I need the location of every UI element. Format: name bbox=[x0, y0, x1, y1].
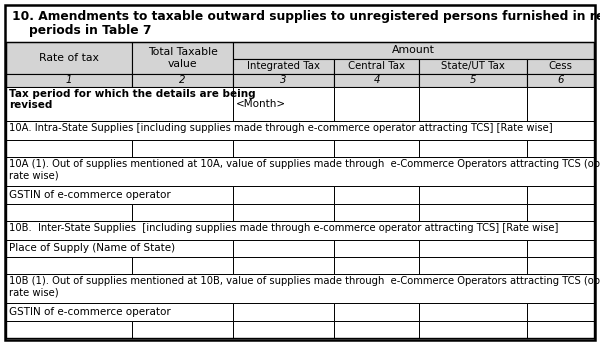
Bar bbox=[6, 304, 233, 321]
Text: 2: 2 bbox=[179, 75, 186, 85]
Bar bbox=[419, 240, 527, 257]
Text: 10. Amendments to taxable outward supplies to unregistered persons furnished in : 10. Amendments to taxable outward suppli… bbox=[12, 10, 600, 23]
Bar bbox=[6, 121, 594, 140]
Text: 10A. Intra-State Supplies [including supplies made through e-commerce operator a: 10A. Intra-State Supplies [including sup… bbox=[9, 124, 553, 134]
Bar bbox=[6, 240, 233, 257]
Bar bbox=[233, 204, 334, 221]
Text: 4: 4 bbox=[373, 75, 380, 85]
Bar bbox=[334, 140, 419, 157]
Bar bbox=[6, 321, 132, 338]
Text: GSTIN of e-commerce operator: GSTIN of e-commerce operator bbox=[9, 190, 171, 200]
Bar bbox=[527, 74, 594, 87]
Text: Place of Supply (Name of State): Place of Supply (Name of State) bbox=[9, 243, 175, 253]
Bar bbox=[233, 304, 334, 321]
Text: Central Tax: Central Tax bbox=[348, 61, 405, 71]
Text: State/UT Tax: State/UT Tax bbox=[442, 61, 505, 71]
Text: Total Taxable
value: Total Taxable value bbox=[148, 47, 218, 69]
Bar bbox=[527, 140, 594, 157]
Bar bbox=[233, 240, 334, 257]
Bar bbox=[233, 257, 334, 274]
Bar bbox=[6, 204, 132, 221]
Bar bbox=[6, 257, 132, 274]
Bar bbox=[6, 140, 132, 157]
Text: Amount: Amount bbox=[392, 45, 435, 55]
Bar bbox=[527, 87, 594, 121]
Bar bbox=[233, 140, 334, 157]
Bar bbox=[132, 257, 233, 274]
Bar bbox=[132, 140, 233, 157]
Bar bbox=[419, 304, 527, 321]
Text: Tax period for which the details are being
revised: Tax period for which the details are bei… bbox=[9, 89, 256, 110]
Bar bbox=[334, 204, 419, 221]
Bar bbox=[334, 187, 419, 204]
Bar bbox=[527, 321, 594, 338]
Bar bbox=[527, 59, 594, 74]
Bar bbox=[419, 187, 527, 204]
Bar bbox=[6, 221, 594, 240]
Bar bbox=[6, 42, 594, 338]
Text: 6: 6 bbox=[557, 75, 564, 85]
Bar bbox=[334, 304, 419, 321]
Bar bbox=[419, 140, 527, 157]
Bar bbox=[419, 257, 527, 274]
Bar bbox=[233, 87, 334, 121]
Bar bbox=[6, 187, 233, 204]
Text: periods in Table 7: periods in Table 7 bbox=[12, 24, 151, 37]
Text: 10B (1). Out of supplies mentioned at 10B, value of supplies made through  e-Com: 10B (1). Out of supplies mentioned at 10… bbox=[9, 276, 600, 298]
Bar bbox=[233, 59, 334, 74]
Bar bbox=[527, 304, 594, 321]
Bar bbox=[334, 321, 419, 338]
Bar bbox=[334, 59, 419, 74]
Text: Integrated Tax: Integrated Tax bbox=[247, 61, 320, 71]
Bar bbox=[233, 187, 334, 204]
Bar bbox=[233, 74, 334, 87]
Bar bbox=[6, 157, 594, 187]
Bar bbox=[132, 74, 233, 87]
Bar bbox=[527, 240, 594, 257]
Text: 3: 3 bbox=[280, 75, 287, 85]
Bar bbox=[132, 42, 233, 74]
Bar bbox=[132, 204, 233, 221]
Bar bbox=[334, 240, 419, 257]
Bar bbox=[6, 74, 132, 87]
Text: Cess: Cess bbox=[548, 61, 572, 71]
Bar bbox=[6, 274, 594, 304]
Text: Rate of tax: Rate of tax bbox=[39, 53, 99, 63]
Text: <Month>: <Month> bbox=[236, 99, 286, 109]
Text: 10B.  Inter-State Supplies  [including supplies made through e-commerce operator: 10B. Inter-State Supplies [including sup… bbox=[9, 223, 559, 233]
Text: 5: 5 bbox=[470, 75, 476, 85]
Bar bbox=[527, 187, 594, 204]
Bar bbox=[419, 59, 527, 74]
Bar bbox=[233, 321, 334, 338]
Bar bbox=[334, 74, 419, 87]
Bar bbox=[419, 74, 527, 87]
Text: 10A (1). Out of supplies mentioned at 10A, value of supplies made through  e-Com: 10A (1). Out of supplies mentioned at 10… bbox=[9, 159, 600, 181]
Bar bbox=[132, 321, 233, 338]
Bar bbox=[419, 87, 527, 121]
Bar bbox=[527, 204, 594, 221]
Bar bbox=[334, 87, 419, 121]
Text: 1: 1 bbox=[66, 75, 73, 85]
Bar bbox=[334, 257, 419, 274]
Bar bbox=[419, 204, 527, 221]
Text: GSTIN of e-commerce operator: GSTIN of e-commerce operator bbox=[9, 307, 171, 317]
Bar bbox=[6, 87, 233, 121]
Bar bbox=[527, 257, 594, 274]
Bar bbox=[419, 321, 527, 338]
Bar bbox=[6, 42, 132, 74]
Bar bbox=[233, 42, 594, 59]
